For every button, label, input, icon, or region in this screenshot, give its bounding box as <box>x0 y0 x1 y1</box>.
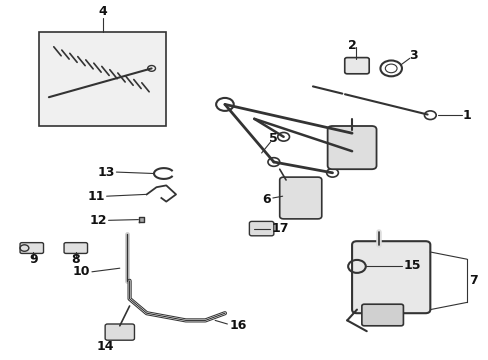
FancyBboxPatch shape <box>64 243 87 253</box>
FancyBboxPatch shape <box>105 324 134 340</box>
FancyBboxPatch shape <box>249 221 273 236</box>
Text: 1: 1 <box>462 109 470 122</box>
Text: 10: 10 <box>73 265 90 278</box>
FancyBboxPatch shape <box>344 58 368 74</box>
FancyBboxPatch shape <box>361 304 403 326</box>
Text: 5: 5 <box>269 132 278 145</box>
FancyBboxPatch shape <box>327 126 376 169</box>
Text: 14: 14 <box>96 340 114 353</box>
Text: 13: 13 <box>97 166 115 179</box>
Text: 4: 4 <box>98 5 107 18</box>
Polygon shape <box>139 217 144 222</box>
Text: 2: 2 <box>347 39 356 51</box>
Text: 6: 6 <box>262 193 270 206</box>
Bar <box>39 32 166 126</box>
Text: 16: 16 <box>229 319 247 332</box>
Text: 7: 7 <box>468 274 477 287</box>
Text: 11: 11 <box>87 190 105 203</box>
Text: 9: 9 <box>29 253 38 266</box>
Text: 12: 12 <box>89 214 106 227</box>
FancyBboxPatch shape <box>279 177 321 219</box>
FancyBboxPatch shape <box>351 241 429 313</box>
Text: 17: 17 <box>271 222 288 235</box>
Text: 3: 3 <box>408 49 417 62</box>
Text: 15: 15 <box>403 259 420 272</box>
FancyBboxPatch shape <box>20 243 43 253</box>
Text: 8: 8 <box>71 253 80 266</box>
